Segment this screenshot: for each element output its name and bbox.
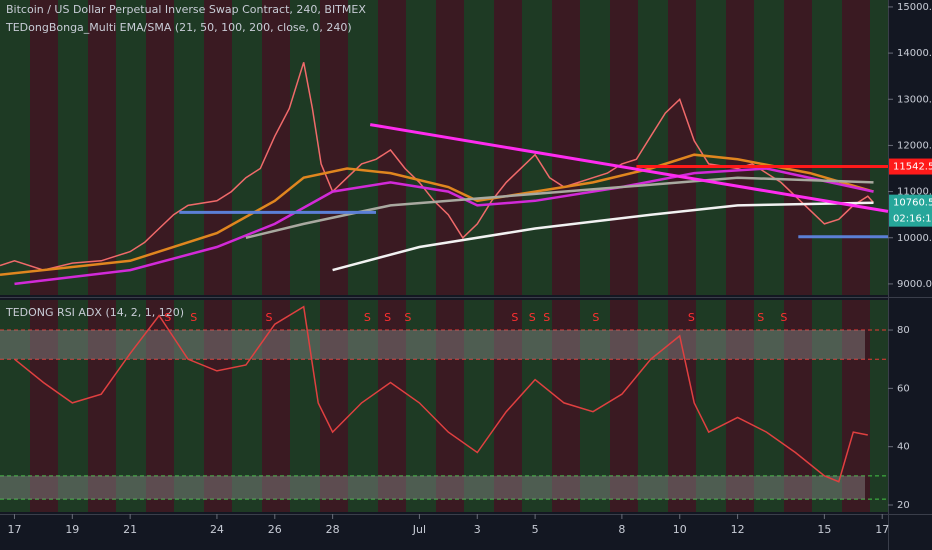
chart-title: Bitcoin / US Dollar Perpetual Inverse Sw… bbox=[6, 3, 366, 16]
signal-label: S bbox=[688, 311, 695, 324]
series-line bbox=[332, 201, 874, 272]
zone-band bbox=[0, 475, 865, 500]
series-line bbox=[245, 176, 874, 240]
signal-label: S bbox=[543, 311, 550, 324]
x-tick-label: 12 bbox=[731, 523, 745, 536]
signal-label: S bbox=[190, 311, 197, 324]
x-tick-label: Jul bbox=[412, 523, 426, 536]
signal-label: S bbox=[511, 311, 518, 324]
y-tick-label: 14000.0 bbox=[897, 48, 932, 59]
y-tick-label: 12000.0 bbox=[897, 140, 932, 151]
price-background bbox=[0, 0, 888, 295]
trend-line bbox=[369, 123, 889, 213]
x-tick-label: 28 bbox=[326, 523, 340, 536]
y-tick-label: 10000.0 bbox=[897, 233, 932, 244]
signal-label: S bbox=[529, 311, 536, 324]
price-label-box bbox=[889, 194, 932, 227]
signal-label: S bbox=[364, 311, 371, 324]
x-tick-label: 10 bbox=[673, 523, 687, 536]
y-tick-label: 40 bbox=[897, 442, 910, 453]
x-tick-label: 15 bbox=[817, 523, 831, 536]
series-line bbox=[14, 167, 874, 286]
y-tick-label: 9000.0 bbox=[897, 279, 932, 290]
rsi-background bbox=[0, 300, 888, 512]
x-tick-label: 24 bbox=[210, 523, 224, 536]
indicator-title: TEDONG RSI ADX (14, 2, 1, 120) bbox=[5, 306, 184, 319]
y-tick-label: 11000.0 bbox=[897, 187, 932, 198]
signal-label: S bbox=[592, 311, 599, 324]
signal-label: S bbox=[266, 311, 273, 324]
signal-label: S bbox=[404, 311, 411, 324]
x-tick-label: 3 bbox=[474, 523, 481, 536]
signal-label: S bbox=[757, 311, 764, 324]
x-tick-label: 26 bbox=[268, 523, 282, 536]
x-tick-label: 17 bbox=[7, 523, 21, 536]
price-label: 11542.5 bbox=[893, 162, 932, 173]
signal-label: S bbox=[164, 311, 171, 324]
signal-label: S bbox=[780, 311, 787, 324]
x-tick-label: 17 bbox=[875, 523, 889, 536]
x-tick-label: 5 bbox=[532, 523, 539, 536]
series-line bbox=[0, 153, 874, 276]
x-tick-label: 21 bbox=[123, 523, 137, 536]
signal-label: S bbox=[384, 311, 391, 324]
countdown-label: 02:16:14 bbox=[893, 214, 932, 225]
indicator-title: TEDongBonga_Multi EMA/SMA (21, 50, 100, … bbox=[5, 21, 352, 34]
x-tick-label: 8 bbox=[618, 523, 625, 536]
y-tick-label: 20 bbox=[897, 500, 910, 511]
price-label: 10760.5 bbox=[893, 198, 932, 209]
y-tick-label: 80 bbox=[897, 325, 910, 336]
series-line bbox=[14, 305, 868, 483]
y-tick-label: 15000.0 bbox=[897, 2, 932, 13]
x-tick-label: 19 bbox=[65, 523, 79, 536]
price-label-box bbox=[889, 158, 932, 175]
y-tick-label: 13000.0 bbox=[897, 94, 932, 105]
y-tick-label: 60 bbox=[897, 383, 910, 394]
